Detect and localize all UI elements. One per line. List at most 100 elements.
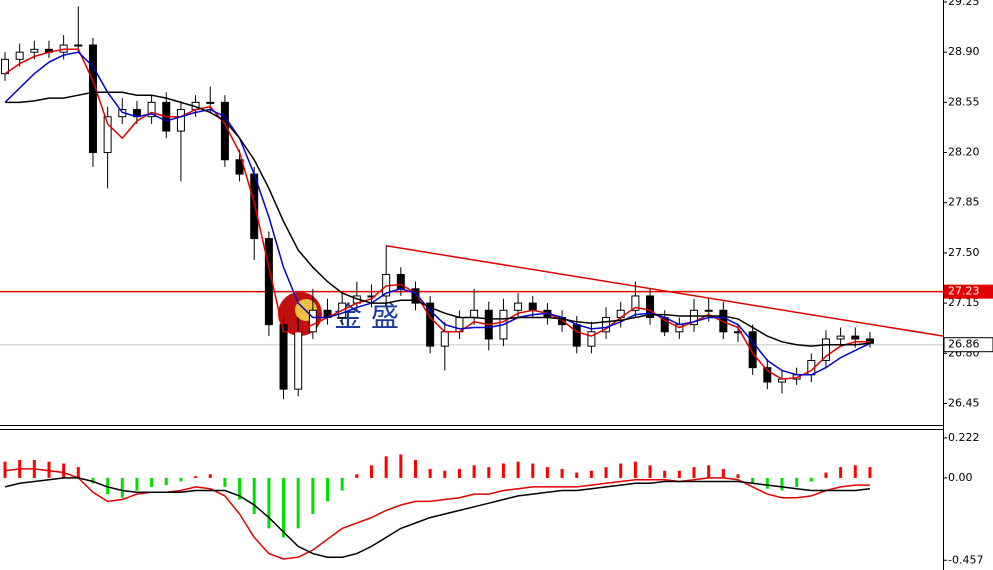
candle-body bbox=[514, 302, 523, 311]
last-price-label: 26.86 bbox=[948, 338, 980, 351]
histogram-bar bbox=[736, 474, 740, 478]
candle-body bbox=[748, 331, 757, 369]
candle-body bbox=[426, 302, 435, 347]
histogram-bar bbox=[809, 477, 813, 482]
candle-body bbox=[411, 288, 420, 304]
trendline bbox=[386, 245, 944, 337]
candle-body bbox=[308, 309, 317, 333]
candle-body bbox=[88, 44, 97, 154]
histogram-bar bbox=[120, 477, 124, 498]
histogram-bar bbox=[399, 454, 403, 478]
candle-body bbox=[572, 324, 581, 347]
candle-body bbox=[704, 309, 713, 312]
histogram-bar bbox=[428, 468, 432, 478]
histogram-bar bbox=[663, 470, 667, 478]
histogram-bar bbox=[91, 477, 95, 484]
candle-body bbox=[851, 335, 860, 340]
y-tick-label: 27.15 bbox=[948, 296, 980, 309]
y-tick-label: 28.55 bbox=[948, 95, 980, 108]
histogram-bar bbox=[589, 470, 593, 478]
candle-body bbox=[587, 331, 596, 347]
histogram-bar bbox=[62, 463, 66, 478]
histogram-bar bbox=[179, 477, 183, 482]
candle-body bbox=[264, 238, 273, 326]
histogram-bar bbox=[575, 472, 579, 478]
candle-body bbox=[821, 338, 830, 361]
histogram-bar bbox=[780, 477, 784, 491]
y-tick-label: 26.45 bbox=[948, 396, 980, 409]
candle-body bbox=[206, 101, 215, 104]
histogram-bar bbox=[355, 474, 359, 478]
candle-body bbox=[631, 295, 640, 311]
histogram-bar bbox=[194, 476, 198, 478]
candle-body bbox=[470, 309, 479, 318]
y-tick-label: 0.00 bbox=[948, 471, 973, 484]
histogram-bar bbox=[370, 465, 373, 478]
histogram-bar bbox=[633, 461, 637, 478]
histogram-bar bbox=[238, 477, 242, 500]
candle-body bbox=[602, 316, 611, 333]
candle-body bbox=[15, 51, 24, 60]
histogram-bar bbox=[868, 467, 872, 478]
histogram-bar bbox=[296, 477, 300, 529]
histogram-bar bbox=[707, 465, 711, 478]
histogram-bar bbox=[326, 477, 330, 502]
histogram-bar bbox=[545, 467, 549, 478]
histogram-bar bbox=[516, 461, 520, 478]
histogram-bar bbox=[853, 465, 857, 478]
candle-body bbox=[147, 101, 156, 118]
histogram-bar bbox=[208, 474, 212, 478]
histogram-bar bbox=[501, 463, 505, 478]
histogram-bar bbox=[795, 477, 799, 487]
y-tick-label: 0.222 bbox=[948, 431, 980, 444]
histogram-bar bbox=[560, 468, 564, 478]
histogram-bar bbox=[164, 477, 168, 486]
histogram-bar bbox=[282, 477, 286, 538]
y-tick-label: 28.20 bbox=[948, 146, 980, 159]
histogram-bar bbox=[677, 470, 681, 478]
candle-body bbox=[74, 44, 83, 47]
y-tick-label: 28.90 bbox=[948, 45, 980, 58]
candle-body bbox=[440, 331, 449, 347]
histogram-bar bbox=[223, 477, 227, 487]
moving-average bbox=[5, 91, 870, 347]
histogram-bar bbox=[619, 463, 623, 478]
histogram-bar bbox=[648, 465, 652, 478]
candle-body bbox=[294, 331, 303, 390]
histogram-bar bbox=[765, 477, 769, 489]
y-tick-label: 27.50 bbox=[948, 246, 980, 259]
y-tick-label: 29.25 bbox=[948, 0, 980, 8]
histogram-bar bbox=[692, 467, 696, 478]
histogram-bar bbox=[3, 461, 7, 478]
histogram-bar bbox=[839, 467, 843, 478]
y-tick-label: 27.85 bbox=[948, 196, 980, 209]
histogram-bar bbox=[472, 465, 476, 478]
macd-line bbox=[4, 477, 870, 558]
histogram-bar bbox=[150, 477, 154, 487]
histogram-bar bbox=[531, 463, 535, 478]
y-tick-label: -0.457 bbox=[948, 553, 983, 566]
candle-body bbox=[103, 116, 112, 154]
level-label: 27.23 bbox=[948, 285, 980, 298]
histogram-bar bbox=[76, 467, 80, 478]
candle-body bbox=[250, 173, 259, 240]
candle-body bbox=[528, 302, 537, 311]
candle-body bbox=[279, 324, 288, 390]
candle-body bbox=[176, 109, 185, 132]
histogram-bar bbox=[824, 472, 828, 478]
histogram-bar bbox=[252, 477, 256, 514]
histogram-bar bbox=[443, 470, 447, 478]
histogram-bar bbox=[135, 477, 139, 491]
histogram-bar bbox=[604, 467, 608, 478]
histogram-bar bbox=[457, 468, 461, 478]
last-price-box bbox=[943, 337, 993, 353]
candle-body bbox=[836, 335, 845, 340]
candle-body bbox=[690, 309, 699, 326]
moving-average bbox=[4, 51, 871, 376]
histogram-bar bbox=[413, 459, 417, 478]
histogram-bar bbox=[751, 477, 755, 484]
candle-body bbox=[646, 295, 655, 318]
histogram-bar bbox=[721, 468, 725, 478]
